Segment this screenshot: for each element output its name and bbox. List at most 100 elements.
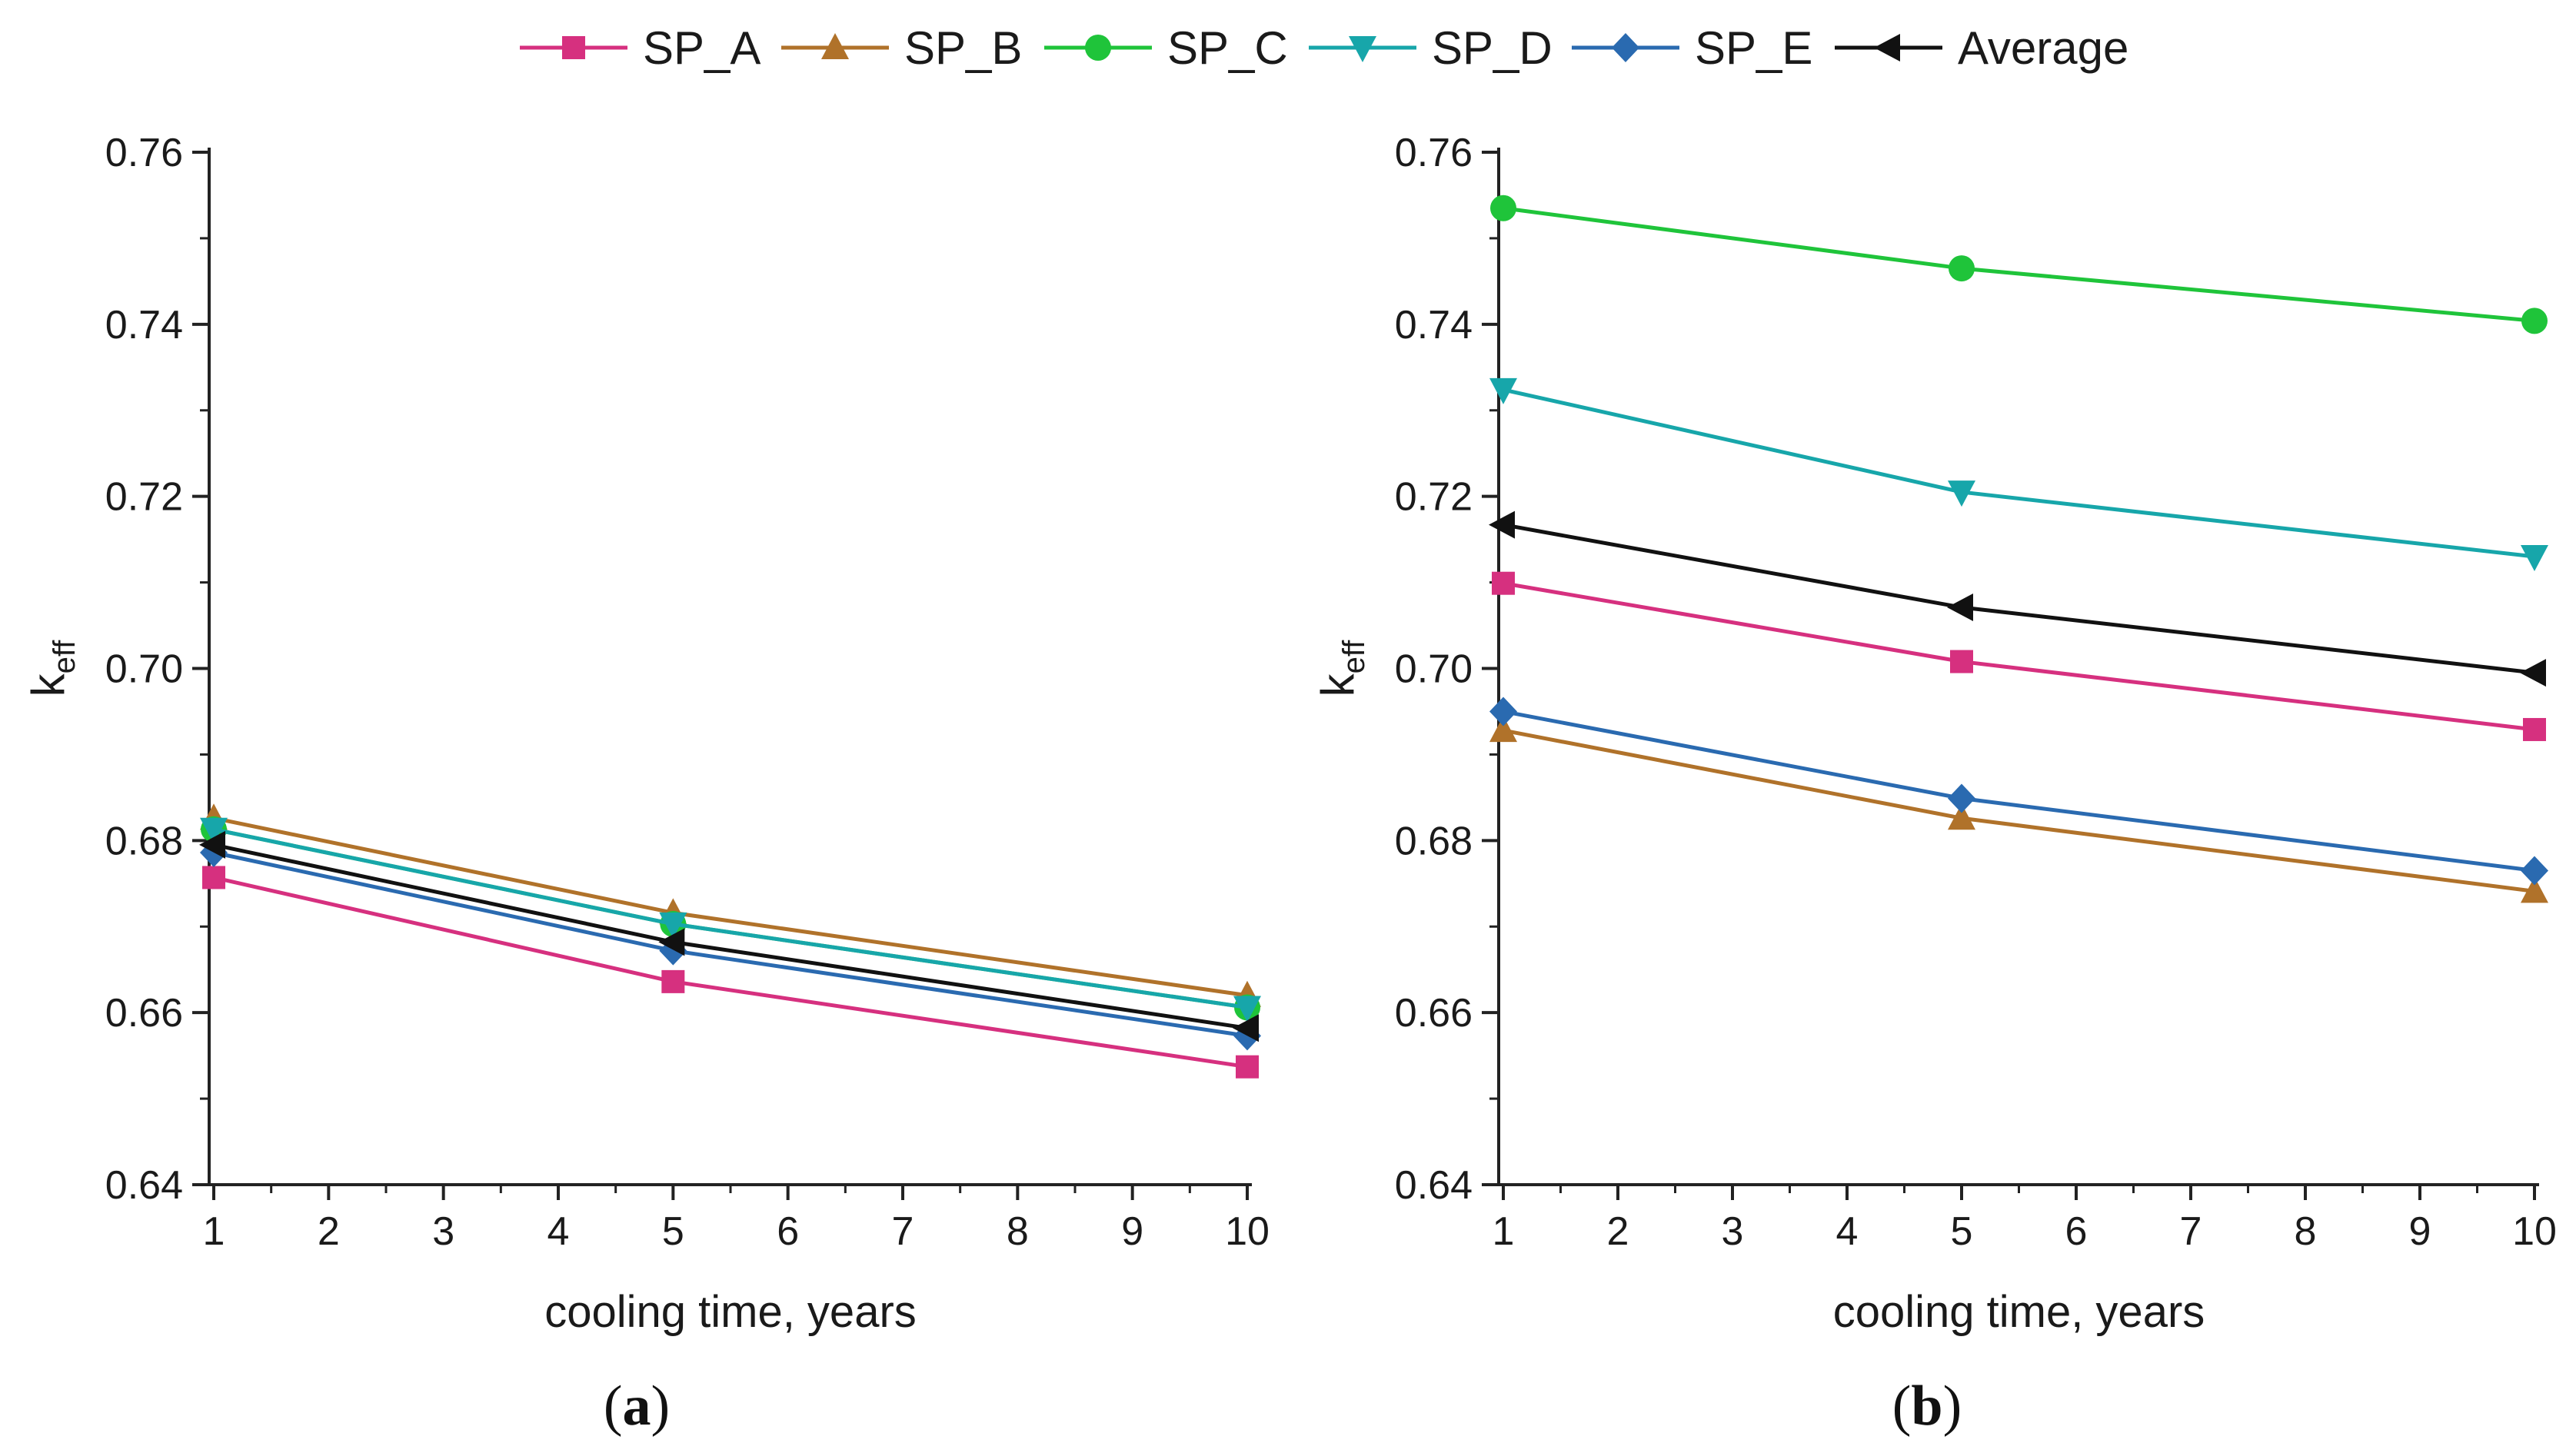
data-point [661,969,685,993]
legend-item-average: Average [1835,22,2128,74]
x-tick-label: 3 [1722,1209,1744,1254]
series-sp-b [200,803,1261,1007]
y-axis-title: keff [1312,640,1371,697]
series-line [1503,710,2535,873]
x-tick-label: 10 [2512,1209,2557,1254]
data-point [2521,308,2548,334]
series-line [213,850,1248,1038]
x-tick-label: 2 [318,1209,340,1254]
x-tick-label: 8 [1007,1209,1029,1254]
data-point [1233,996,1261,1022]
data-point [1950,650,1973,673]
x-tick-label: 6 [2065,1209,2088,1254]
data-point [2520,659,2546,687]
y-tick-label: 0.64 [1395,1163,1473,1208]
x-tick-label: 5 [1951,1209,1973,1254]
y-tick-label: 0.66 [105,991,183,1036]
legend-label: SP_E [1695,22,1812,74]
x-tick-label: 6 [777,1209,799,1254]
y-tick-label: 0.74 [1395,303,1473,347]
data-point [1489,716,1517,743]
x-tick-label: 9 [1121,1209,1143,1254]
legend-marker-diamond-icon [1612,33,1639,62]
legend-item-sp-d: SP_D [1309,22,1553,74]
y-tick-label: 0.74 [105,303,183,347]
legend-marker-square-icon [562,36,585,59]
data-point [1236,1055,1259,1079]
series-sp-a [202,866,1259,1079]
data-point [1949,255,1975,282]
series-sp-e [1489,697,2548,886]
x-tick-label: 7 [892,1209,914,1254]
series-line [1503,728,2535,893]
legend-label: SP_A [643,22,760,74]
data-point [1489,697,1517,726]
y-axis-title-subscript: eff [48,640,82,674]
chart-panel-b: 0.64 0.66 0.68 0.70 0.72 0.74 0.76 1 2 3 4 5 6 7 8 9 10 c… [1312,131,2557,1438]
legend-marker-triangle-up-icon [821,33,849,59]
legend-item-sp-e: SP_E [1572,22,1812,74]
x-axis-title: cooling time, years [1833,1287,2205,1337]
y-tick-label: 0.76 [1395,131,1473,175]
y-tick-label: 0.72 [105,475,183,520]
chart-panel-a: 0.64 0.66 0.68 0.70 0.72 0.74 0.76 1 2 3 4 5 6 7 8 9 10 c… [22,131,1270,1438]
y-axis-title: keff [22,640,82,697]
data-point [1489,377,1517,404]
legend-item-sp-a: SP_A [520,22,760,74]
series-line [1503,387,2535,559]
series-line [213,816,1248,998]
panel-letter: a [623,1375,651,1438]
legend-item-sp-b: SP_B [781,22,1022,74]
series-sp-d [1489,377,2548,572]
y-tick-label: 0.64 [105,1163,183,1208]
data-point [1490,195,1516,221]
data-point [659,912,687,939]
series-average [1489,510,2546,687]
data-point [1947,593,1973,622]
legend-label: SP_C [1167,22,1288,74]
x-tick-label: 3 [432,1209,454,1254]
series-sp-e [200,838,1261,1051]
x-tick-label: 7 [2180,1209,2202,1254]
data-point [2521,856,2548,886]
legend-item-sp-c: SP_C [1044,22,1288,74]
series-line [213,827,1248,1009]
y-tick-label: 0.72 [1395,475,1473,520]
series-line [213,843,1248,1030]
legend-label: Average [1958,22,2128,74]
legend-marker-triangle-left-icon [1874,34,1900,62]
series-sp-d [200,817,1261,1022]
data-point [200,817,228,844]
series-line [1503,206,2535,323]
x-tick-label: 1 [203,1209,225,1254]
x-axis-title: cooling time, years [544,1287,917,1337]
x-tick-label: 4 [1836,1209,1859,1254]
data-point [2521,876,2548,903]
x-tick-label: 10 [1225,1209,1270,1254]
data-point [202,866,225,889]
data-point [1233,1014,1259,1042]
data-point [2521,545,2548,572]
legend-marker-triangle-down-icon [1349,36,1376,62]
panel-label: (a) [604,1375,670,1438]
legend-label: SP_D [1432,22,1553,74]
data-point [1948,783,1975,813]
x-tick-label: 2 [1607,1209,1629,1254]
panel-letter: b [1911,1375,1942,1438]
y-tick-label: 0.68 [105,819,183,863]
series-sp-a [1492,571,2546,741]
data-point [1948,480,1975,507]
x-tick-label: 1 [1493,1209,1515,1254]
data-point [2523,717,2546,741]
data-point [199,830,225,859]
panel-label: (b) [1892,1375,1962,1438]
x-tick-label: 8 [2295,1209,2317,1254]
series-sp-b [1489,716,2548,903]
data-point [1948,803,1975,830]
y-tick-label: 0.70 [1395,647,1473,692]
series-line [1503,523,2535,675]
series-sp-c [1490,195,2548,334]
legend-marker-circle-icon [1085,35,1111,61]
legend: SP_A SP_B SP_C SP_D SP_E Average [520,22,2128,74]
